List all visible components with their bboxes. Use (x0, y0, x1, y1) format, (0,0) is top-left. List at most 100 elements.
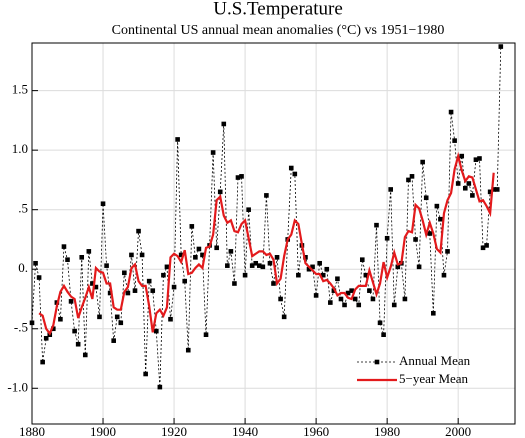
data-point (221, 121, 227, 127)
data-point (264, 193, 269, 198)
y-tick-label: 1.5 (12, 82, 28, 97)
data-point (168, 316, 173, 322)
data-point (178, 252, 184, 258)
data-point (189, 224, 195, 229)
data-point (43, 335, 49, 341)
data-point (370, 296, 376, 302)
data-point (306, 266, 312, 272)
data-point (164, 264, 170, 270)
data-point (249, 263, 255, 268)
data-point (217, 189, 223, 195)
legend-label: Annual Mean (399, 353, 471, 368)
data-point (129, 252, 134, 258)
data-point (40, 359, 45, 365)
data-point (367, 288, 372, 293)
data-point (161, 272, 166, 278)
series-line (38, 151, 495, 336)
data-point (423, 195, 429, 201)
data-point (154, 328, 159, 334)
chart-title: U.S.Temperature (213, 0, 343, 19)
data-point (29, 320, 35, 326)
data-point (200, 252, 205, 258)
data-point (65, 257, 70, 262)
data-point (296, 272, 301, 278)
data-point (477, 156, 482, 161)
data-point (310, 264, 315, 270)
data-point (374, 222, 379, 228)
data-point (356, 302, 362, 308)
data-point (335, 276, 340, 282)
data-point (51, 326, 56, 332)
chart-subtitle: Continental US annual mean anomalies (°C… (112, 23, 445, 38)
data-point (68, 299, 74, 304)
data-point (384, 235, 390, 241)
data-point (278, 296, 283, 302)
data-point (75, 341, 81, 347)
data-point (377, 320, 383, 326)
data-point (196, 246, 202, 252)
data-point (210, 150, 216, 155)
data-point (484, 243, 489, 248)
data-point (420, 159, 425, 165)
data-point (381, 332, 386, 338)
legend-label: 5−year Mean (399, 371, 469, 386)
x-tick-label: 1920 (161, 424, 187, 438)
plot-frame (31, 42, 516, 425)
x-tick-label: 1960 (303, 424, 329, 438)
data-point (150, 288, 156, 293)
data-point (72, 328, 77, 334)
x-tick-label: 2000 (445, 424, 471, 438)
data-point (235, 175, 241, 180)
data-point (125, 290, 131, 296)
y-tick-label: 1.0 (12, 141, 28, 156)
data-point (491, 187, 496, 192)
data-point (171, 284, 177, 290)
x-tick-label: 1980 (374, 424, 400, 438)
data-point (395, 264, 401, 270)
data-point (260, 264, 266, 270)
data-point (267, 260, 273, 266)
data-point (242, 272, 248, 278)
data-point (118, 320, 124, 326)
data-point (157, 384, 163, 390)
data-point (494, 187, 500, 192)
data-point (313, 293, 319, 298)
data-point (462, 185, 468, 191)
data-point (352, 296, 358, 302)
data-point (104, 263, 109, 268)
data-point (271, 281, 276, 286)
data-point (388, 187, 393, 192)
data-point (107, 290, 113, 296)
data-point (487, 189, 493, 195)
data-point (182, 278, 188, 284)
data-point (58, 316, 63, 322)
data-point (359, 257, 365, 262)
data-point (427, 231, 433, 236)
data-point (36, 275, 42, 280)
data-point (143, 371, 148, 377)
data-point (79, 255, 85, 260)
data-point (441, 272, 447, 278)
data-point (203, 332, 209, 338)
data-point (466, 181, 472, 186)
x-tick-label: 1880 (19, 424, 45, 438)
data-point (473, 157, 479, 162)
data-point (448, 109, 454, 115)
data-point (416, 264, 422, 270)
data-point (438, 216, 443, 222)
data-point (61, 244, 67, 249)
data-point (391, 302, 397, 308)
data-point (320, 272, 326, 278)
data-point (455, 181, 461, 186)
data-point (82, 352, 88, 358)
y-tick-label: -1.0 (7, 379, 28, 394)
data-point (288, 165, 294, 171)
data-point (132, 288, 138, 293)
data-point (363, 272, 369, 278)
data-point (409, 174, 415, 179)
data-point (114, 314, 120, 320)
data-point (232, 281, 237, 286)
data-point (470, 193, 475, 198)
data-point (225, 263, 230, 268)
